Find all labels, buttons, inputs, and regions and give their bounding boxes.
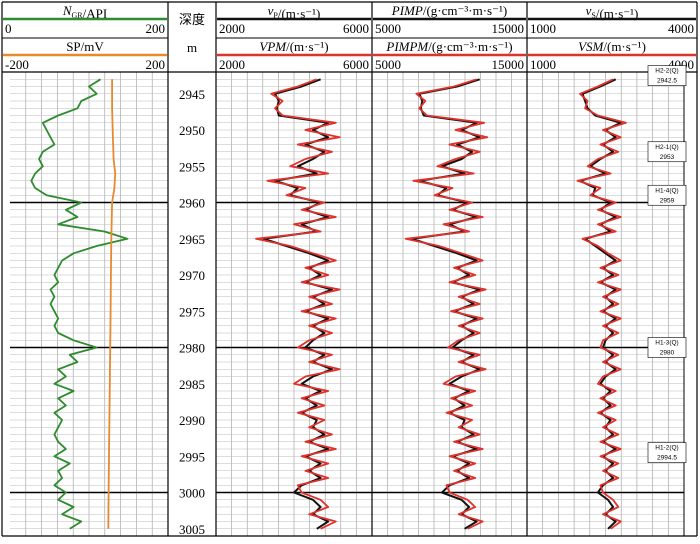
curve-unit: /API bbox=[83, 6, 108, 21]
annotation-layer: H2-2(Q) 2942.5 H2-1(Q) 2953 H1-4(Q) 2959 H1-3(… bbox=[647, 65, 687, 463]
depth-tick-label: 2995 bbox=[179, 449, 205, 464]
depth-tick-label: 2975 bbox=[179, 304, 205, 319]
formation-marker-depth: 2959 bbox=[660, 197, 675, 204]
formation-marker-label: H2-2(Q) bbox=[655, 68, 678, 75]
curve-title-vs-1: VSM/(m·s⁻¹) bbox=[578, 39, 646, 54]
curve-name: VSM bbox=[578, 39, 604, 54]
formation-marker-depth: 2953 bbox=[660, 154, 675, 161]
curve-unit: /(m·s⁻¹) bbox=[596, 6, 639, 21]
scale-min-label: 1000 bbox=[530, 21, 556, 36]
curve-title-pimp-0: PIMP/(g·cm⁻³·m·s⁻¹) bbox=[391, 3, 507, 18]
curve-name: PIMPM bbox=[385, 39, 429, 54]
formation-marker-depth: 2980 bbox=[660, 350, 675, 357]
scale-min-label: 1000 bbox=[530, 57, 556, 72]
curve-pimp-pimpm bbox=[404, 78, 489, 530]
curve-vs-vsm bbox=[576, 78, 627, 530]
depth-tick-label: 3005 bbox=[179, 522, 205, 537]
formation-marker-box bbox=[647, 337, 687, 358]
curve-title-gr_sp-0: NGR/API bbox=[62, 3, 107, 21]
depth-tick-label: 2970 bbox=[179, 268, 205, 283]
depth-tick-label: 2990 bbox=[179, 413, 205, 428]
scale-min-label: 2000 bbox=[219, 21, 245, 36]
depth-label: 深度 bbox=[179, 12, 205, 27]
scale-min-label: -200 bbox=[5, 57, 29, 72]
curve-unit: /(m·s⁻¹) bbox=[603, 39, 646, 54]
curve-title-vp-1: VPM/(m·s⁻¹) bbox=[259, 39, 328, 54]
curve-subscript: P bbox=[273, 11, 278, 20]
depth-tick-label: 2955 bbox=[179, 159, 205, 174]
formation-marker-box bbox=[647, 65, 687, 86]
formation-marker-label: H1-2(Q) bbox=[655, 445, 678, 452]
formation-marker-depth: 2942.5 bbox=[657, 78, 677, 85]
scale-max-label: 200 bbox=[146, 21, 166, 36]
curve-title-pimp-1: PIMPM/(g·cm⁻³·m·s⁻¹) bbox=[385, 39, 512, 54]
depth-tick-label: 2945 bbox=[179, 87, 205, 102]
scale-min-label: 5000 bbox=[375, 21, 401, 36]
curve-layer bbox=[30, 78, 627, 530]
curve-subscript: S bbox=[591, 11, 595, 20]
depth-tick-label: 3000 bbox=[179, 486, 205, 501]
curve-unit: /(g·cm⁻³·m·s⁻¹) bbox=[423, 3, 507, 18]
depth-tick-label: 2960 bbox=[179, 196, 205, 211]
formation-marker-depth: 2994.5 bbox=[657, 455, 677, 462]
curve-title-vp-0: vP/(m·s⁻¹) bbox=[268, 3, 321, 21]
formation-marker-label: H2-1(Q) bbox=[655, 144, 678, 151]
curve-subscript: GR bbox=[71, 11, 83, 20]
depth-tick-label: 2985 bbox=[179, 377, 205, 392]
scale-max-label: 200 bbox=[146, 57, 166, 72]
formation-marker-box bbox=[647, 184, 687, 206]
curve-gr_sp-sp bbox=[107, 79, 117, 529]
scale-min-label: 0 bbox=[5, 21, 12, 36]
curve-name: N bbox=[62, 3, 73, 18]
formation-marker-label: H1-3(Q) bbox=[655, 340, 678, 347]
depth-tick-label: 2980 bbox=[179, 341, 205, 356]
formation-marker-box bbox=[647, 141, 687, 163]
curve-title-gr_sp-1: SP/mV bbox=[66, 39, 104, 54]
scale-max-label: 6000 bbox=[343, 21, 369, 36]
curve-gr_sp-n bbox=[30, 78, 129, 530]
curve-name: SP bbox=[66, 39, 80, 54]
curve-vp-vpm bbox=[255, 78, 341, 530]
formation-marker-box bbox=[647, 442, 687, 463]
curve-title-vs-0: vS/(m·s⁻¹) bbox=[586, 3, 639, 21]
scale-max-label: 6000 bbox=[343, 57, 369, 72]
scale-min-label: 2000 bbox=[219, 57, 245, 72]
formation-marker-label: H1-4(Q) bbox=[655, 187, 678, 194]
scale-max-label: 4000 bbox=[668, 21, 694, 36]
depth-tick-label: 2950 bbox=[179, 123, 205, 138]
curve-unit: /(g·cm⁻³·m·s⁻¹) bbox=[428, 39, 512, 54]
scale-max-label: 15000 bbox=[492, 57, 525, 72]
curve-name: PIMP bbox=[391, 3, 423, 18]
curve-unit: /(m·s⁻¹) bbox=[286, 39, 329, 54]
depth-tick-label: 2965 bbox=[179, 232, 205, 247]
scale-min-label: 5000 bbox=[375, 57, 401, 72]
curve-name: VPM bbox=[259, 39, 287, 54]
scale-max-label: 15000 bbox=[492, 21, 525, 36]
curve-name: v bbox=[586, 3, 592, 18]
curve-unit: /(m·s⁻¹) bbox=[278, 6, 321, 21]
grid-layer bbox=[10, 71, 684, 537]
curve-name: v bbox=[268, 3, 274, 18]
depth-unit: m bbox=[187, 40, 197, 55]
curve-unit: /mV bbox=[81, 39, 105, 54]
